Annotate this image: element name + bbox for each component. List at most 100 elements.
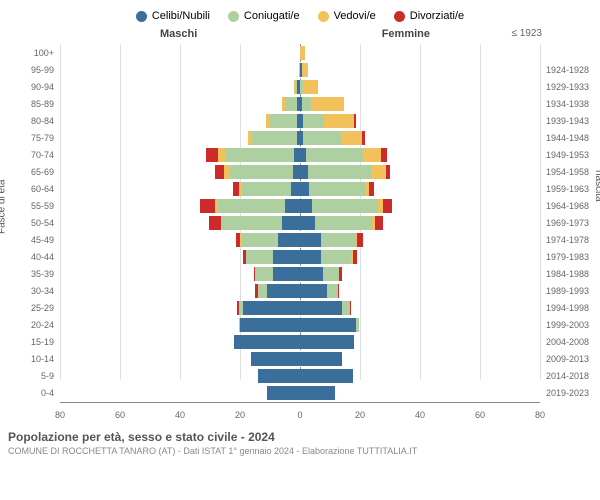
bar-segment [308,165,371,179]
bar-segment [267,284,300,298]
bar-segment [300,335,354,349]
x-tick: 20 [355,410,365,420]
legend-swatch [394,11,405,22]
bar-segment [350,301,352,315]
y-tick-age: 0-4 [0,388,60,398]
female-bar [300,165,540,179]
bar-segment [339,267,342,281]
bar-segment [315,216,372,230]
y-tick-birth: 1984-1988 [540,269,600,279]
y-tick-age: 10-14 [0,354,60,364]
female-bar [300,63,540,77]
bar-segment [300,182,309,196]
bar-segment [311,97,344,111]
y-tick-birth: 2019-2023 [540,388,600,398]
male-bar [60,182,300,196]
legend-swatch [318,11,329,22]
bar-segment [300,352,342,366]
bar-segment [273,250,300,264]
y-tick-birth: 1949-1953 [540,150,600,160]
legend-label: Coniugati/e [244,10,300,22]
female-bar [300,335,540,349]
bar-segment [354,114,356,128]
y-tick-age: 45-49 [0,235,60,245]
age-row [60,148,540,162]
bar-segment [209,216,221,230]
chart-title: Popolazione per età, sesso e stato civil… [8,430,592,444]
y-tick-age: 90-94 [0,82,60,92]
legend-label: Vedovi/e [334,10,376,22]
female-bar [300,80,540,94]
y-tick-birth: 2014-2018 [540,371,600,381]
legend-swatch [136,11,147,22]
bar-segment [230,165,293,179]
age-row [60,97,540,111]
male-bar [60,284,300,298]
bar-segment [273,267,300,281]
bar-segment [386,165,391,179]
age-row [60,284,540,298]
legend-item: Divorziati/e [394,10,464,22]
legend: Celibi/Nubili Coniugati/e Vedovi/e Divorzia… [0,10,600,22]
bar-segment [302,97,311,111]
bar-segment [300,233,321,247]
female-bar [300,318,540,332]
y-tick-age: 65-69 [0,167,60,177]
male-bar [60,335,300,349]
bar-segment [306,148,363,162]
age-row [60,233,540,247]
male-bar [60,369,300,383]
y-tick-age: 50-54 [0,218,60,228]
male-bar [60,386,300,400]
male-bar [60,318,300,332]
bar-segment [300,284,327,298]
y-tick-age: 40-44 [0,252,60,262]
bar-segment [291,182,300,196]
bar-segment [285,97,297,111]
legend-item: Celibi/Nubili [136,10,210,22]
bar-segment [222,216,282,230]
legend-item: Vedovi/e [318,10,376,22]
x-axis-line [60,402,540,403]
age-row [60,335,540,349]
female-bar [300,386,540,400]
bar-segment [383,199,392,213]
age-row [60,199,540,213]
bar-segment [255,267,273,281]
male-bar [60,267,300,281]
bar-segment [252,131,297,145]
bar-segment [312,199,378,213]
x-axis: 80604020020406080 [60,402,540,424]
y-tick-age: 60-64 [0,184,60,194]
bar-segment [303,131,341,145]
bar-segment [225,148,294,162]
male-bar [60,216,300,230]
chart-subtitle: COMUNE DI ROCCHETTA TANARO (AT) - Dati I… [8,446,592,456]
legend-label: Divorziati/e [410,10,464,22]
x-tick: 20 [235,410,245,420]
bar-segment [362,131,365,145]
bar-segment [300,267,323,281]
bar-segment [300,301,342,315]
bar-segment [300,250,321,264]
male-bar [60,114,300,128]
bar-segment [300,165,308,179]
bar-segment [341,131,362,145]
male-bar [60,352,300,366]
header-male: Maschi [160,28,197,40]
x-tick: 80 [55,410,65,420]
bar-segment [300,216,315,230]
age-row [60,369,540,383]
legend-item: Coniugati/e [228,10,300,22]
bar-segment [375,216,383,230]
bar-segment [363,148,381,162]
y-tick-birth: 1964-1968 [540,201,600,211]
y-tick-birth: 2009-2013 [540,354,600,364]
female-bar [300,46,540,60]
bar-segment [327,284,338,298]
female-bar [300,114,540,128]
chart-footer: Popolazione per età, sesso e stato civil… [0,424,600,456]
age-row [60,250,540,264]
x-tick: 60 [115,410,125,420]
bar-segment [278,233,301,247]
